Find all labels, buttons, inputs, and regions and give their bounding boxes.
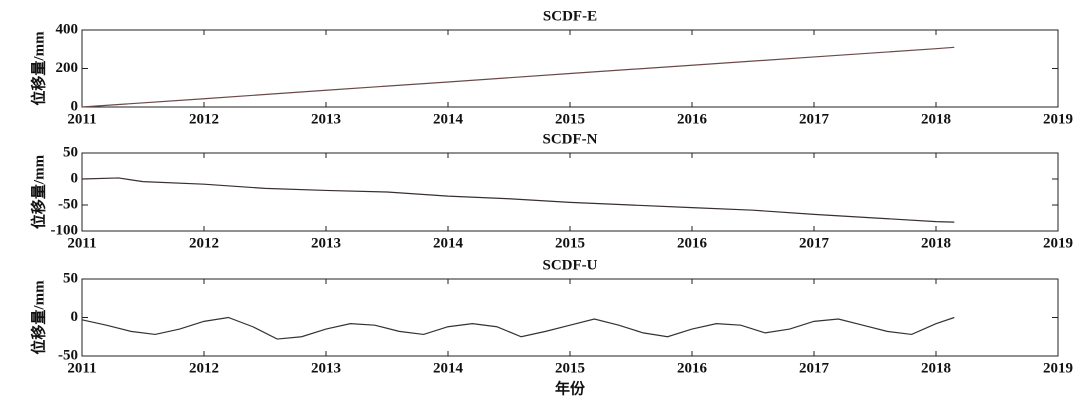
y-tick-label: -50 <box>58 196 78 212</box>
data-line <box>81 316 955 340</box>
y-tick-label: -50 <box>58 347 78 363</box>
x-tick-label: 2016 <box>677 111 708 127</box>
x-tick-label: 2013 <box>311 360 341 376</box>
x-tick-label: 2018 <box>921 360 951 376</box>
y-axis-label: 位移量/mm <box>29 31 47 106</box>
x-tick-label: 2015 <box>555 111 585 127</box>
data-line <box>81 177 955 223</box>
x-tick-label: 2014 <box>433 360 464 376</box>
y-tick-label: 200 <box>56 60 79 76</box>
x-tick-label: 2019 <box>1043 360 1073 376</box>
y-tick-label: 400 <box>56 21 79 37</box>
y-tick-label: 50 <box>63 270 78 286</box>
x-tick-label: 2018 <box>921 235 951 251</box>
x-tick-label: 2017 <box>799 111 830 127</box>
data-line <box>81 46 955 108</box>
x-axis-label: 年份 <box>555 379 586 397</box>
y-axis-label: 位移量/mm <box>29 280 47 355</box>
x-tick-label: 2015 <box>555 360 585 376</box>
x-tick-label: 2017 <box>799 360 830 376</box>
x-tick-label: 2011 <box>67 235 96 251</box>
y-tick-label: 50 <box>63 144 78 160</box>
x-tick-label: 2019 <box>1043 111 1073 127</box>
x-tick-label: 2017 <box>799 235 830 251</box>
chart-title: SCDF-E <box>543 8 597 24</box>
y-axis-label: 位移量/mm <box>29 154 47 229</box>
x-tick-label: 2014 <box>433 235 464 251</box>
chart-title: SCDF-N <box>543 131 598 147</box>
x-tick-label: 2013 <box>311 111 341 127</box>
x-tick-label: 2018 <box>921 111 951 127</box>
y-tick-label: -100 <box>51 222 79 238</box>
x-tick-label: 2012 <box>189 360 219 376</box>
y-tick-label: 0 <box>71 170 79 186</box>
x-tick-label: 2015 <box>555 235 585 251</box>
x-tick-label: 2016 <box>677 360 708 376</box>
x-tick-label: 2016 <box>677 235 708 251</box>
plot-frame <box>81 152 1059 232</box>
x-tick-label: 2011 <box>67 111 96 127</box>
x-tick-label: 2013 <box>311 235 341 251</box>
y-tick-label: 0 <box>71 309 79 325</box>
x-tick-label: 2014 <box>433 111 464 127</box>
y-tick-label: 0 <box>71 98 79 114</box>
x-tick-label: 2012 <box>189 235 219 251</box>
x-tick-label: 2011 <box>67 360 96 376</box>
x-tick-label: 2012 <box>189 111 219 127</box>
plot-frame <box>81 29 1059 108</box>
chart-title: SCDF-U <box>543 257 598 273</box>
x-tick-label: 2019 <box>1043 235 1073 251</box>
